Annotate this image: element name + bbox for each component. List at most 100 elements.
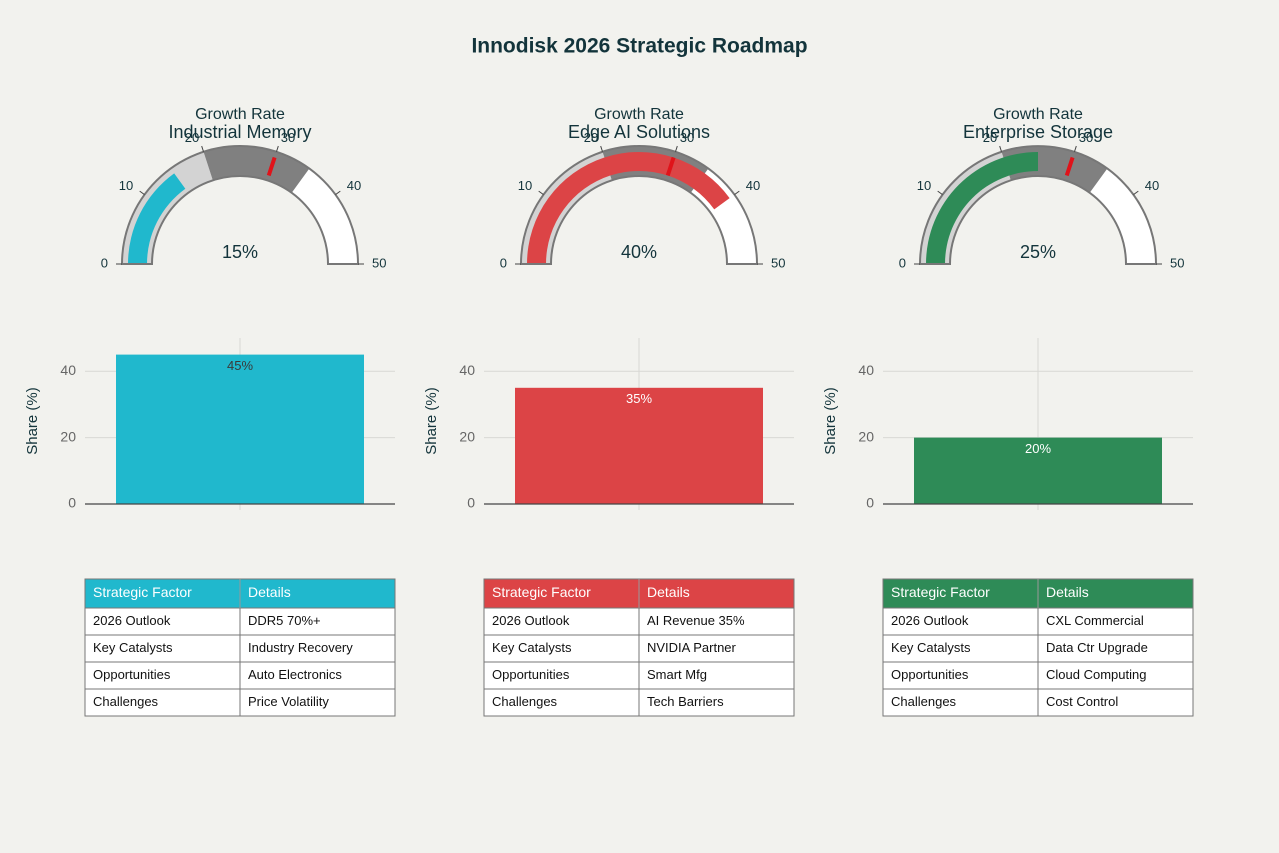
bar-value-label: 35%: [626, 391, 652, 406]
table-cell-bg: [1037, 688, 1194, 717]
gauge-bar: [128, 173, 186, 264]
table-cell-bg: [84, 607, 241, 636]
y-tick-label: 20: [858, 428, 874, 444]
gauge-tick-label: 40: [1145, 178, 1159, 193]
table-cell: Key Catalysts: [492, 640, 572, 655]
table-cell: Opportunities: [891, 667, 969, 682]
gauge-tick-label: 0: [500, 255, 507, 270]
gauge-tick-label: 20: [185, 130, 199, 145]
gauge-subtitle: Industrial Memory: [168, 122, 311, 142]
gauge-subtitle: Enterprise Storage: [963, 122, 1113, 142]
table-cell: CXL Commercial: [1046, 613, 1144, 628]
gauge-tick-label: 40: [347, 178, 361, 193]
gauge-threshold: [266, 156, 277, 177]
gauge-title: Growth Rate: [195, 106, 285, 123]
gauge-value: 40%: [621, 242, 657, 262]
table-cell: Cloud Computing: [1046, 667, 1146, 682]
y-axis-label: Share (%): [822, 387, 839, 455]
gauge-tick: [538, 190, 544, 196]
table-cell-bg: [239, 607, 396, 636]
y-tick-label: 20: [60, 428, 76, 444]
gauge-tick-label: 50: [1170, 255, 1184, 270]
y-tick-label: 40: [459, 362, 475, 378]
table-cell: Opportunities: [93, 667, 171, 682]
table-cell: Tech Barriers: [647, 694, 724, 709]
bar: [116, 354, 364, 504]
gauge-tick-label: 0: [101, 255, 108, 270]
bar: [914, 437, 1162, 504]
gauge-tick-label: 50: [771, 255, 785, 270]
gauge-outline: [918, 145, 1158, 265]
table-header-cell: Strategic Factor: [891, 584, 990, 600]
gauge-subtitle: Edge AI Solutions: [568, 122, 710, 142]
gauge-tick: [335, 190, 341, 196]
table-cell: Cost Control: [1046, 694, 1118, 709]
table-cell: Smart Mfg: [647, 667, 707, 682]
y-axis-label: Share (%): [24, 387, 41, 455]
table-cell-bg: [1037, 634, 1194, 663]
table-cell-bg: [882, 634, 1039, 663]
gauge-tick-label: 40: [746, 178, 760, 193]
table-cell-bg: [1037, 661, 1194, 690]
table-cell: Industry Recovery: [248, 640, 353, 655]
gauge-threshold: [1064, 156, 1075, 177]
y-tick-label: 40: [858, 362, 874, 378]
gauge-value: 15%: [222, 242, 258, 262]
gauge-bar: [527, 151, 730, 264]
y-tick-label: 0: [68, 495, 76, 511]
gauge-tick: [600, 145, 604, 152]
gauge-tick: [1133, 190, 1139, 196]
table-cell: Key Catalysts: [93, 640, 173, 655]
table-cell: 2026 Outlook: [492, 613, 570, 628]
y-axis-label: Share (%): [423, 387, 440, 455]
table-cell: DDR5 70%+: [248, 613, 321, 628]
table-cell: AI Revenue 35%: [647, 613, 745, 628]
table-cell: Challenges: [891, 694, 957, 709]
bar: [515, 387, 763, 504]
table-cell-bg: [483, 688, 640, 717]
gauge-step: [203, 146, 310, 193]
table-cell: 2026 Outlook: [891, 613, 969, 628]
table-cell-bg: [1037, 607, 1194, 636]
table-cell: Opportunities: [492, 667, 570, 682]
gauge-tick-label: 10: [119, 178, 133, 193]
table-cell-bg: [239, 661, 396, 690]
table-cell-bg: [638, 661, 795, 690]
table-cell: Key Catalysts: [891, 640, 971, 655]
gauge-tick-label: 30: [680, 130, 694, 145]
gauge-value: 25%: [1020, 242, 1056, 262]
y-tick-label: 0: [866, 495, 874, 511]
table-header-cell: Strategic Factor: [492, 584, 591, 600]
table-cell-bg: [882, 661, 1039, 690]
gauge-tick-label: 0: [899, 255, 906, 270]
gauge-tick-label: 30: [1079, 130, 1093, 145]
table-header-cell: Strategic Factor: [93, 584, 192, 600]
gauge-tick: [937, 190, 943, 196]
gauge-tick: [201, 145, 205, 152]
table-cell-bg: [239, 688, 396, 717]
table-cell-bg: [84, 661, 241, 690]
gauge-title: Growth Rate: [594, 106, 684, 123]
gauge-bar: [926, 152, 1038, 264]
table-header-cell: Details: [647, 584, 690, 600]
table-cell-bg: [882, 688, 1039, 717]
bar-value-label: 20%: [1025, 441, 1051, 456]
table-cell: Price Volatility: [248, 694, 329, 709]
gauge-tick-label: 20: [584, 130, 598, 145]
gauge-outline: [519, 145, 759, 265]
table-cell: NVIDIA Partner: [647, 640, 737, 655]
table-cell: Challenges: [93, 694, 159, 709]
table-cell-bg: [239, 634, 396, 663]
table-cell: 2026 Outlook: [93, 613, 171, 628]
table-cell: Challenges: [492, 694, 558, 709]
table-header-cell: Details: [248, 584, 291, 600]
gauge-tick: [734, 190, 740, 196]
table-cell: Auto Electronics: [248, 667, 342, 682]
gauge-tick-label: 20: [983, 130, 997, 145]
y-tick-label: 20: [459, 428, 475, 444]
y-tick-label: 0: [467, 495, 475, 511]
gauge-outline: [120, 145, 360, 265]
page-title: Innodisk 2026 Strategic Roadmap: [471, 35, 807, 58]
gauge-tick-label: 10: [917, 178, 931, 193]
